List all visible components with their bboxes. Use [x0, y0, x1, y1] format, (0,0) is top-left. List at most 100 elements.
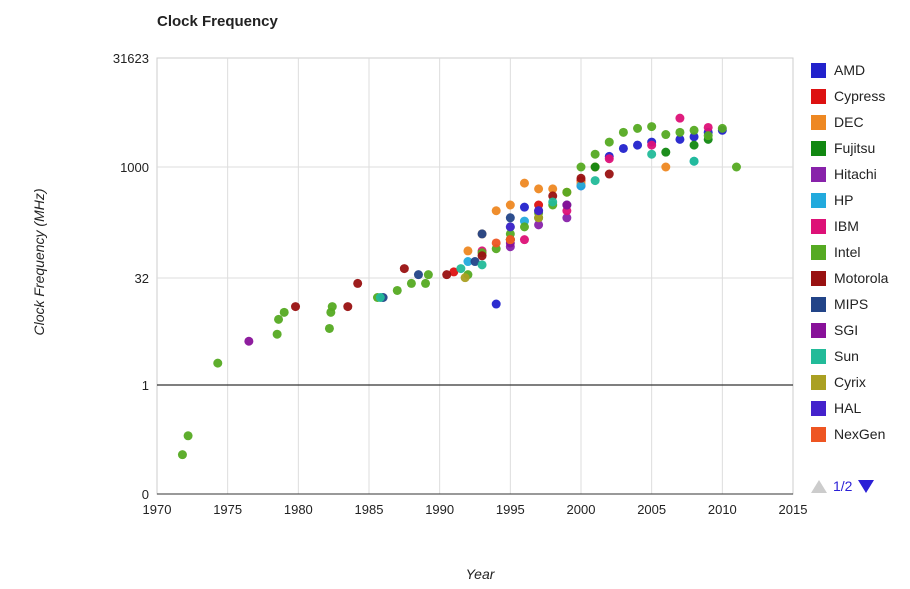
x-tick-label: 2005	[637, 502, 666, 517]
data-point-ibm	[675, 113, 685, 123]
legend-swatch	[811, 296, 826, 312]
legend-item-hp[interactable]: HP	[811, 187, 906, 213]
legend-label: NexGen	[834, 426, 886, 442]
data-point-dec	[519, 178, 529, 188]
legend-swatch	[811, 322, 826, 338]
data-point-intel	[731, 162, 741, 172]
data-point-amd	[675, 134, 685, 144]
legend-swatch	[811, 244, 826, 260]
data-point-ibm	[703, 122, 713, 132]
y-tick-label: 32	[135, 271, 149, 286]
x-tick-label: 2015	[779, 502, 808, 517]
data-point-nexgen	[491, 238, 501, 248]
data-point-motorola	[399, 264, 409, 274]
data-points	[177, 113, 741, 460]
legend-item-dec[interactable]: DEC	[811, 109, 906, 135]
legend-next-page-icon[interactable]	[858, 479, 875, 493]
data-point-ibm	[604, 154, 614, 164]
data-point-amd	[633, 140, 643, 150]
data-point-mips	[470, 257, 480, 267]
data-point-hal	[534, 206, 544, 216]
data-point-intel	[406, 278, 416, 288]
data-point-intel	[618, 127, 628, 137]
legend-item-amd[interactable]: AMD	[811, 57, 906, 83]
x-tick-label: 1970	[143, 502, 172, 517]
data-point-intel	[590, 149, 600, 159]
y-tick-label: 1	[142, 378, 149, 393]
data-point-mips	[477, 229, 487, 239]
legend-label: Hitachi	[834, 166, 877, 182]
x-tick-label: 1980	[284, 502, 313, 517]
data-point-dec	[505, 200, 515, 210]
x-axis-label: Year	[465, 566, 495, 582]
legend-label: Cyrix	[834, 374, 866, 390]
data-point-intel	[703, 131, 713, 141]
y-axis-label: Clock Frequency (MHz)	[31, 188, 47, 336]
data-point-motorola	[576, 173, 586, 183]
data-point-hp	[576, 181, 586, 191]
legend-item-sgi[interactable]: SGI	[811, 317, 906, 343]
data-point-motorola	[604, 169, 614, 179]
data-point-hitachi	[562, 213, 572, 223]
data-point-motorola	[477, 251, 487, 261]
legend-item-cypress[interactable]: Cypress	[811, 83, 906, 109]
data-point-intel	[213, 358, 223, 368]
legend-swatch	[811, 400, 826, 416]
data-point-fujitsu	[661, 147, 671, 157]
data-point-dec	[548, 184, 558, 194]
data-point-dec	[534, 184, 544, 194]
data-point-intel	[177, 450, 187, 460]
data-point-dec	[661, 162, 671, 172]
legend-swatch	[811, 348, 826, 364]
data-point-intel	[576, 162, 586, 172]
legend-item-hitachi[interactable]: Hitachi	[811, 161, 906, 187]
data-point-intel	[279, 307, 289, 317]
data-point-cypress	[449, 267, 459, 277]
legend-item-sun[interactable]: Sun	[811, 343, 906, 369]
x-tick-label: 1995	[496, 502, 525, 517]
data-point-intel	[562, 187, 572, 197]
data-point-intel	[647, 122, 657, 132]
legend: AMD Cypress DEC Fujitsu Hitachi HP IBM Intel Mot…	[811, 57, 906, 447]
legend-label: Cypress	[834, 88, 886, 104]
legend-item-intel[interactable]: Intel	[811, 239, 906, 265]
data-point-sun	[456, 264, 466, 274]
data-point-intel	[392, 285, 402, 295]
legend-page-indicator: 1/2	[833, 478, 853, 494]
legend-label: HP	[834, 192, 854, 208]
legend-item-ibm[interactable]: IBM	[811, 213, 906, 239]
data-point-sun	[647, 149, 657, 159]
data-point-sgi	[244, 336, 254, 346]
legend-swatch	[811, 166, 826, 182]
legend-label: Sun	[834, 348, 859, 364]
legend-item-hal[interactable]: HAL	[811, 395, 906, 421]
data-point-mips	[505, 213, 515, 223]
data-point-ibm	[647, 140, 657, 150]
data-point-intel	[661, 130, 671, 140]
legend-swatch	[811, 218, 826, 234]
data-point-motorola	[353, 278, 363, 288]
legend-item-motorola[interactable]: Motorola	[811, 265, 906, 291]
legend-swatch	[811, 140, 826, 156]
x-tick-label: 1985	[355, 502, 384, 517]
legend-item-fujitsu[interactable]: Fujitsu	[811, 135, 906, 161]
legend-label: Fujitsu	[834, 140, 876, 156]
legend-item-cyrix[interactable]: Cyrix	[811, 369, 906, 395]
legend-swatch	[811, 270, 826, 286]
legend-item-nexgen[interactable]: NexGen	[811, 421, 906, 447]
data-point-sgi	[562, 200, 572, 210]
data-point-sun	[689, 156, 699, 166]
data-point-fujitsu	[590, 162, 600, 172]
legend-label: Intel	[834, 244, 861, 260]
legend-label: DEC	[834, 114, 864, 130]
data-point-hitachi	[534, 220, 544, 230]
x-tick-label: 1990	[425, 502, 454, 517]
data-point-intel	[633, 123, 643, 133]
legend-label: AMD	[834, 62, 866, 78]
data-point-intel	[183, 431, 193, 441]
legend-item-mips[interactable]: MIPS	[811, 291, 906, 317]
legend-prev-page-icon[interactable]	[811, 479, 827, 493]
data-point-sun	[375, 293, 385, 303]
data-point-intel	[689, 125, 699, 135]
